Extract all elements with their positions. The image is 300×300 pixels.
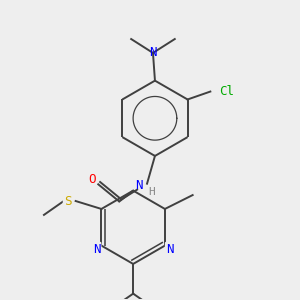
Text: Cl: Cl	[219, 85, 234, 98]
Text: O: O	[88, 173, 95, 186]
Text: N: N	[135, 179, 143, 192]
Text: S: S	[64, 194, 71, 208]
Text: N: N	[149, 46, 157, 59]
Text: N: N	[93, 243, 100, 256]
Text: N: N	[166, 243, 174, 256]
Text: H: H	[148, 187, 155, 196]
